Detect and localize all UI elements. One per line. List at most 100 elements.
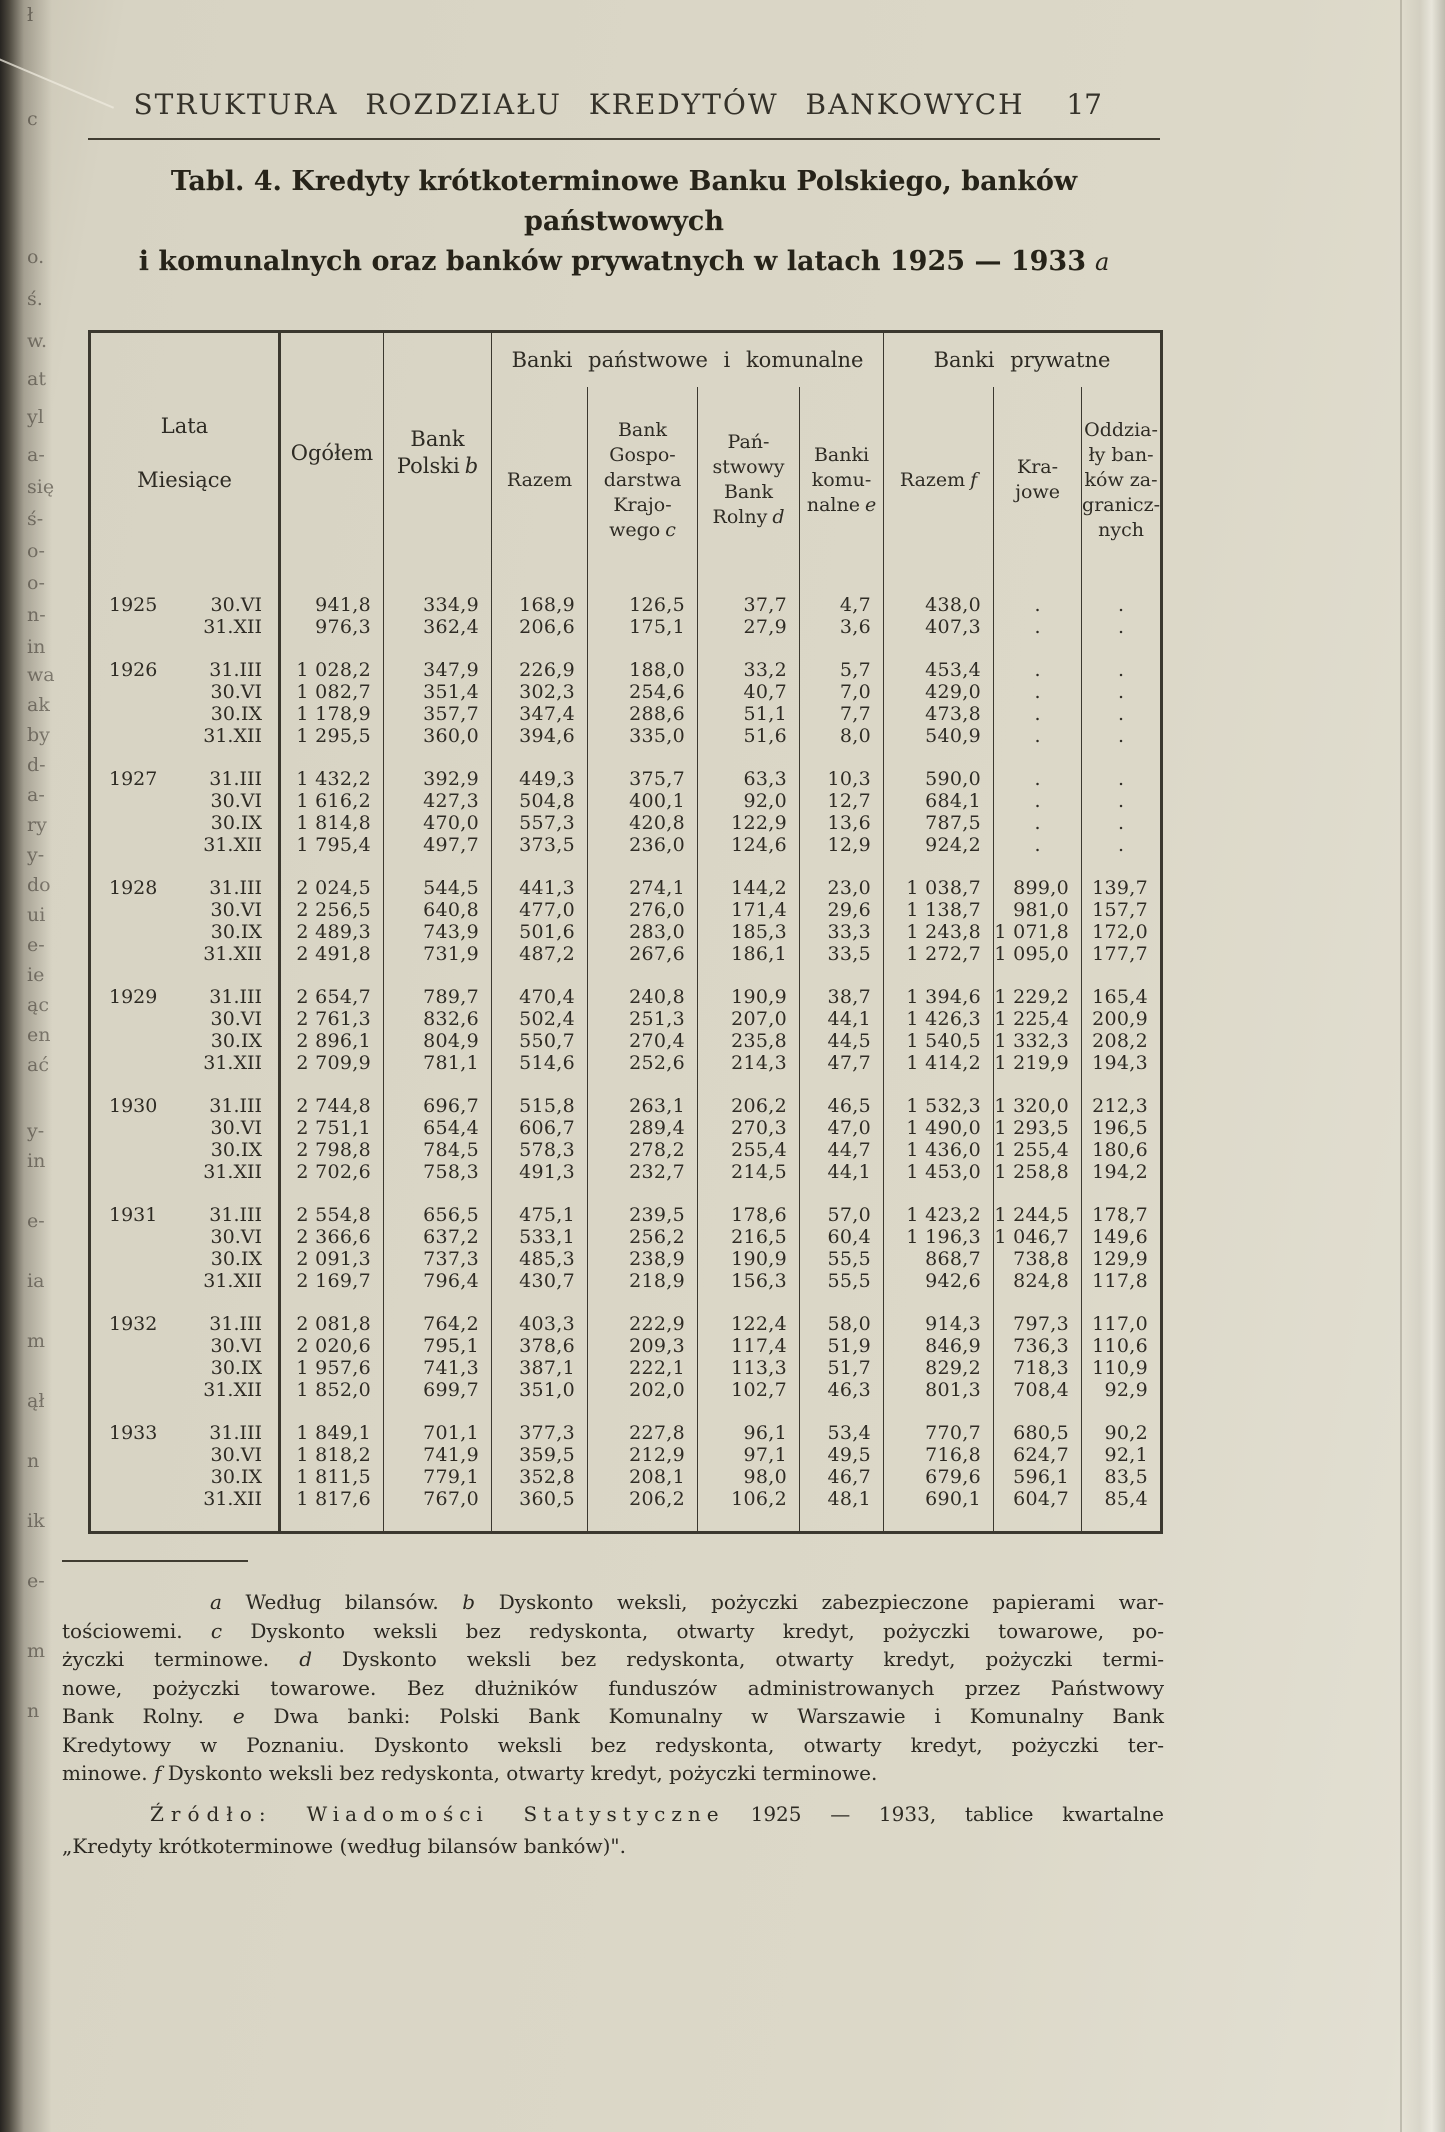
value-cell: 188,0 [587,659,698,681]
date-label: 31.XII [203,943,262,965]
value-cell: 40,7 [697,681,800,703]
value-cell: 37,7 [697,594,800,616]
value-cell: 47,0 [798,1117,884,1139]
date-label: 31.III [209,768,262,790]
gap-cell [491,1401,588,1422]
group-gap-row [90,1401,1162,1422]
value-cell: 270,4 [587,1030,698,1052]
value-cell: 207,0 [697,1008,800,1030]
value-cell: 58,0 [798,1313,884,1335]
gap-cell [697,1183,800,1204]
value-cell: 485,3 [491,1248,588,1270]
value-cell: 1 423,2 [883,1204,994,1226]
value-cell: 227,8 [587,1422,698,1444]
table-row: 1930 31.III 2 744,8 696,7 515,8 263,1 206,2 46,… [90,1095,1162,1117]
value-cell: 226,9 [491,659,588,681]
value-cell: 731,9 [383,943,492,965]
value-cell: 1 243,8 [883,921,994,943]
margin-fragment: o- [27,540,45,562]
period-cell: 1929 31.III [90,986,280,1008]
table-row: 30.VI 2 761,3 832,6 502,4 251,3 207,0 44,1 1 42… [90,1008,1162,1030]
value-cell: 208,2 [1081,1030,1162,1052]
table-row: 30.IX 2 091,3 737,3 485,3 238,9 190,9 55,5 868,… [90,1248,1162,1270]
gap-cell [383,1401,492,1422]
table-row: 31.XII 976,3 362,4 206,6 175,1 27,9 3,6 407,3.. [90,616,1162,638]
value-cell: 1 219,9 [993,1052,1082,1074]
value-cell: 1 071,8 [993,921,1082,943]
gap-cell [90,747,280,768]
period-cell: 1930 31.III [90,1095,280,1117]
value-cell: 2 798,8 [278,1139,384,1161]
period-cell: 30.IX [90,703,280,725]
period-cell: 30.IX [90,921,280,943]
value-cell: 117,8 [1081,1270,1162,1292]
period-cell: 31.XII [90,1488,280,1510]
date-label: 31.III [209,877,262,899]
value-cell: 596,1 [993,1466,1082,1488]
period-cell: 31.XII [90,834,280,856]
value-cell: 51,6 [697,725,800,747]
value-cell: 1 138,7 [883,899,994,921]
gap-cell [90,965,280,986]
value-cell: 497,7 [383,834,492,856]
period-cell: 1933 31.III [90,1422,280,1444]
value-cell: 46,5 [798,1095,884,1117]
gap-cell [278,1292,384,1313]
value-cell: 477,0 [491,899,588,921]
value-cell: . [993,681,1082,703]
margin-fragment: ać [27,1054,49,1076]
value-cell: 149,6 [1081,1226,1162,1248]
source-years: 1925 — 1933, tablice kwartalne [750,1802,1164,1826]
value-cell: 373,5 [491,834,588,856]
group-gap-row [90,638,1162,659]
value-cell: 124,6 [697,834,800,856]
value-cell: 654,4 [383,1117,492,1139]
value-cell: 718,3 [993,1357,1082,1379]
table-row: 31.XII 1 852,0 699,7 351,0 202,0 102,7 46,3 801… [90,1379,1162,1401]
value-cell: 23,0 [798,877,884,899]
page-edge-shading [1403,0,1445,2132]
margin-fragment: in [27,1150,46,1172]
value-cell: 171,4 [697,899,800,921]
table-row: 30.IX 1 178,9 357,7 347,4 288,6 51,1 7,7 473,8.… [90,703,1162,725]
source-line-1: Źródło: Wiadomości Statystyczne 1925 — 193… [62,1798,1164,1830]
gap-cell [491,965,588,986]
value-cell: 194,2 [1081,1161,1162,1183]
value-cell: 2 091,3 [278,1248,384,1270]
gap-cell [383,638,492,659]
gap-cell [697,638,800,659]
value-cell: . [993,616,1082,638]
value-cell: . [1081,659,1162,681]
date-label: 31.III [209,1204,262,1226]
period-cell: 30.VI [90,899,280,921]
value-cell: 1 818,2 [278,1444,384,1466]
date-label: 30.VI [210,1117,262,1139]
group-gap-row [90,965,1162,986]
value-cell: 1 426,3 [883,1008,994,1030]
value-cell: 743,9 [383,921,492,943]
date-label: 30.VI [210,899,262,921]
value-cell: 218,9 [587,1270,698,1292]
value-cell: 239,5 [587,1204,698,1226]
value-cell: 175,1 [587,616,698,638]
gap-cell [993,965,1082,986]
value-cell: 29,6 [798,899,884,921]
value-cell: . [1081,703,1162,725]
footnote-line: Bank Rolny. e Dwa banki: Polski Bank Kom… [62,1704,1164,1728]
footnote-rule [62,1560,248,1562]
gap-cell [491,1074,588,1095]
gap-cell [90,856,280,877]
value-cell: 186,1 [697,943,800,965]
gap-cell [278,1074,384,1095]
column-header-lata-miesiace: Lata Miesiące [137,413,232,492]
value-cell: 1 038,7 [883,877,994,899]
value-cell: 375,7 [587,768,698,790]
value-cell: 1 453,0 [883,1161,994,1183]
margin-fragment: n- [27,604,46,626]
value-cell: 540,9 [883,725,994,747]
gap-cell [883,1074,994,1095]
period-cell: 1926 31.III [90,659,280,681]
column-group-private-banks: Banki prywatne [883,331,1162,387]
gap-cell [883,1510,994,1533]
margin-fragment: ł [27,4,34,26]
